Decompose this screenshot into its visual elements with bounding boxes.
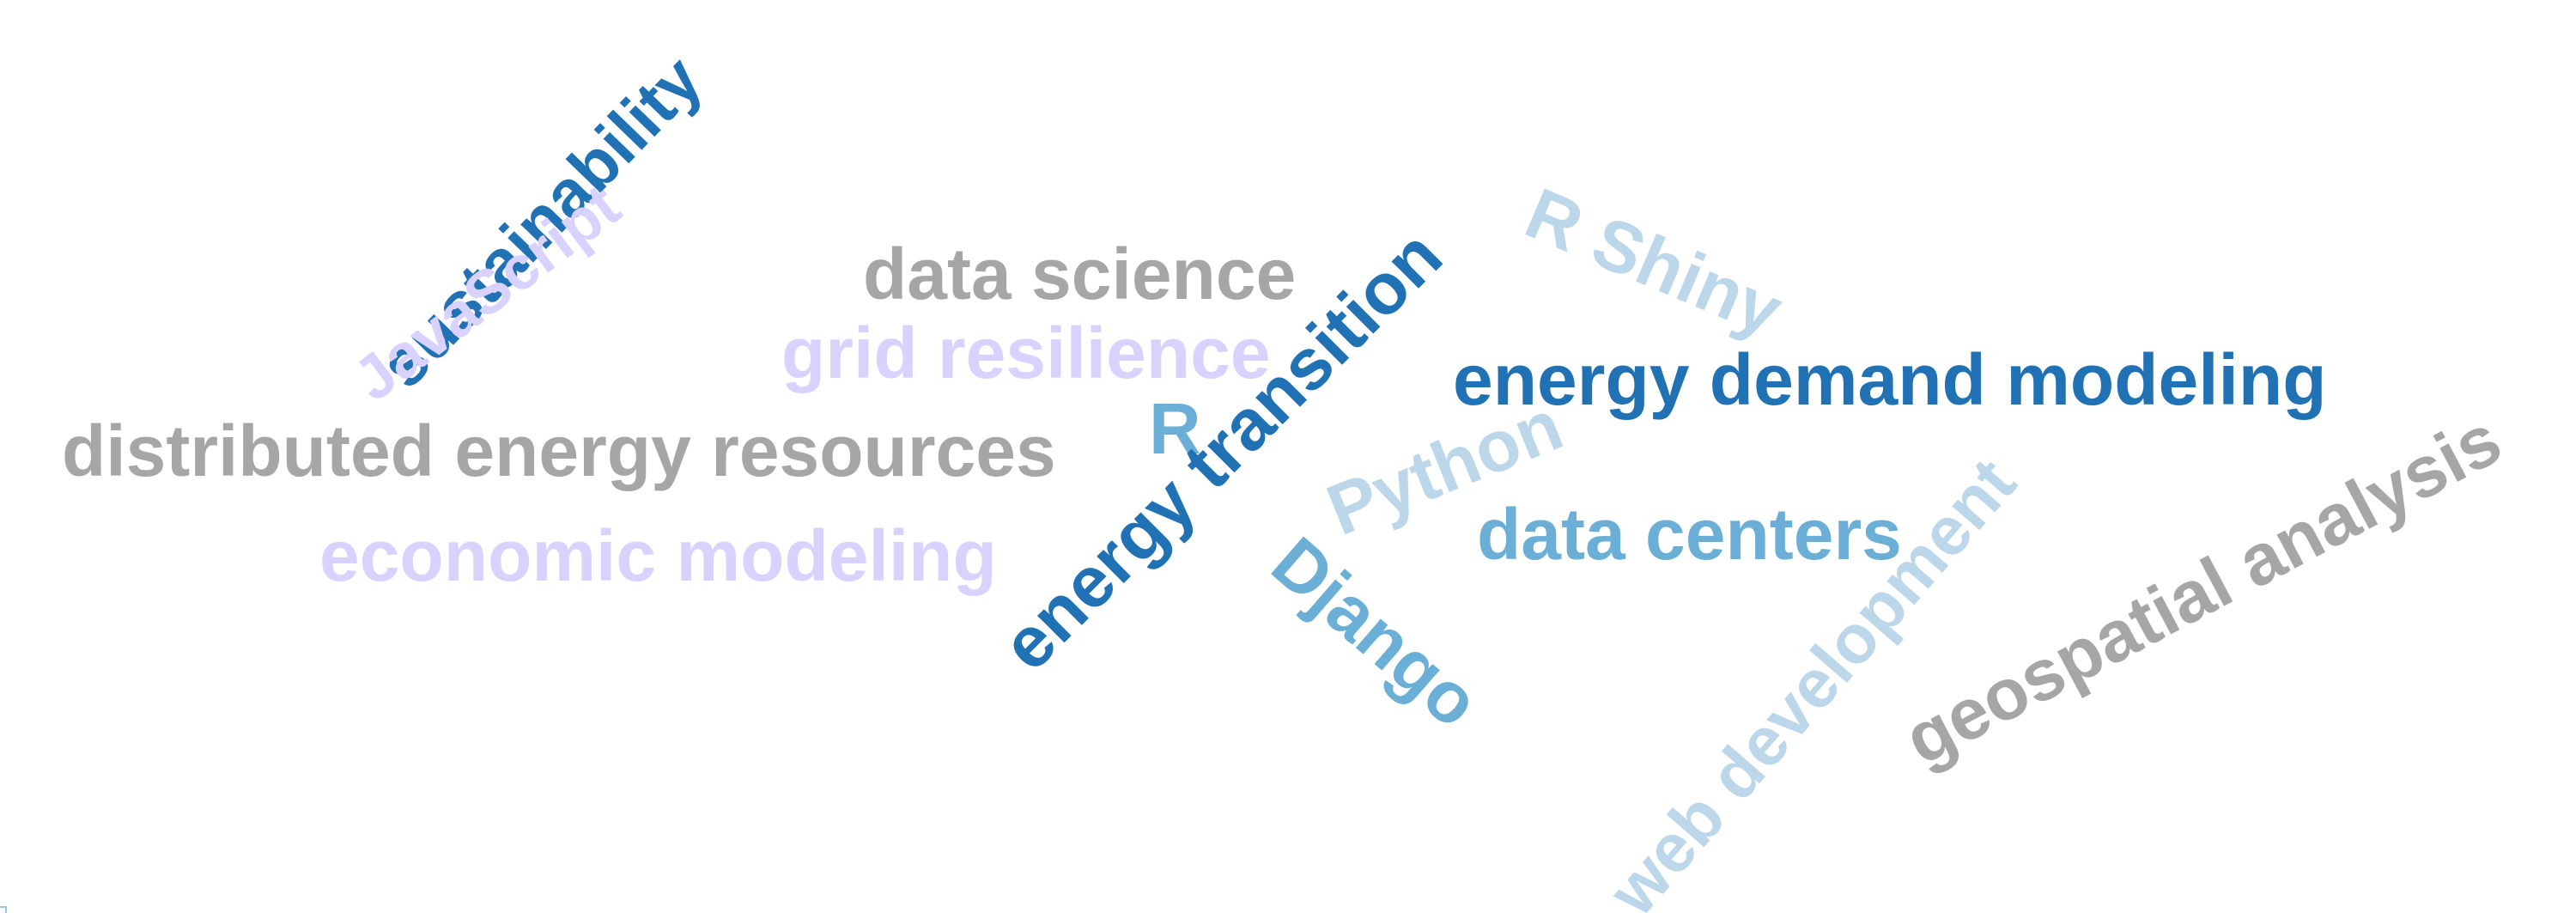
word-django: Django (1257, 521, 1495, 743)
word-economic-modeling: economic modeling (319, 515, 997, 596)
word-data-science: data science (863, 234, 1297, 314)
word-r-shiny: R Shiny (1515, 172, 1794, 352)
word-grid-resilience: grid resilience (781, 313, 1271, 393)
corner-marker (0, 906, 7, 913)
word-r: R (1149, 388, 1201, 469)
word-energy-demand-modeling: energy demand modeling (1453, 339, 2327, 420)
word-distributed-energy-resources: distributed energy resources (62, 411, 1056, 491)
word-data-centers: data centers (1477, 494, 1902, 575)
word-javascript: JavaScript (341, 171, 633, 415)
